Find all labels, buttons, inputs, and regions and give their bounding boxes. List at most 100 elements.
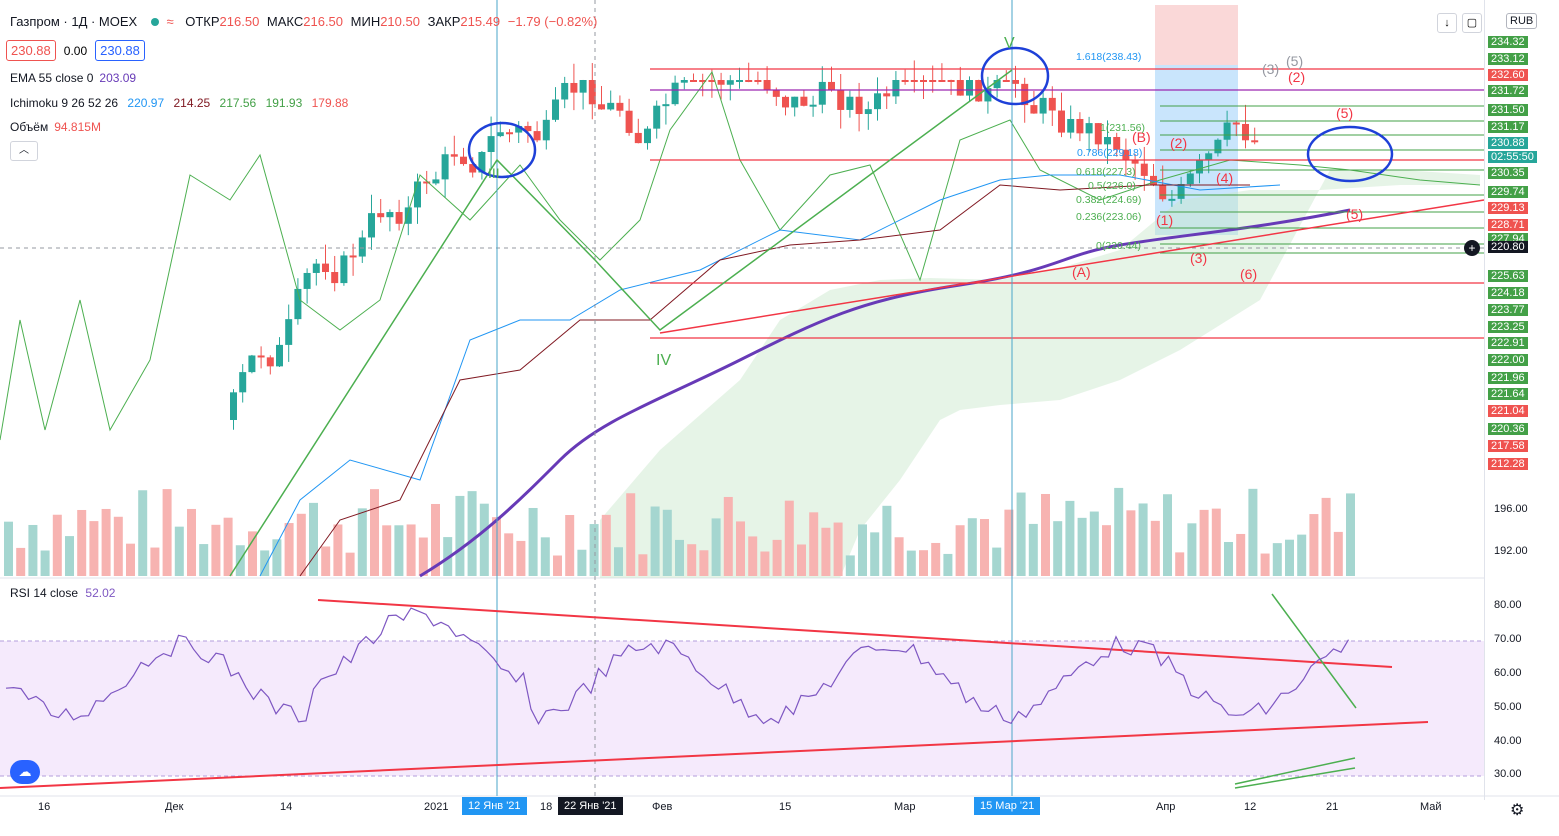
candle-body: [975, 80, 983, 102]
price-tick: 220.36: [1488, 423, 1528, 435]
volume-bar: [16, 547, 26, 576]
sell-button[interactable]: 230.88: [6, 40, 56, 61]
rsi-tick: 60.00: [1494, 667, 1522, 679]
price-axis[interactable]: [1484, 0, 1559, 800]
wave-label-minor: (B): [1132, 129, 1151, 145]
rsi-legend[interactable]: RSI 14 close 52.02: [10, 586, 115, 600]
volume-bar: [565, 514, 575, 576]
ichimoku-name: Ichimoku 9 26 52 26: [10, 96, 119, 110]
candle-body: [312, 263, 320, 273]
market-status-dot: [150, 18, 159, 26]
ema-value: 203.09: [99, 71, 137, 85]
currency-label[interactable]: RUB: [1506, 13, 1538, 29]
candle-body: [1150, 175, 1157, 186]
candle-body: [1058, 110, 1065, 133]
candle-body: [1076, 118, 1084, 134]
candle-body: [653, 105, 661, 129]
tradingview-logo-icon[interactable]: ☁: [10, 760, 40, 784]
volume-bar: [394, 525, 404, 576]
price-tick: 231.72: [1488, 85, 1528, 97]
candle-body: [423, 181, 431, 184]
rsi-tick: 30.00: [1494, 768, 1522, 780]
volume-bar: [589, 524, 599, 576]
time-tick: 15: [779, 801, 792, 813]
candle-body: [358, 237, 366, 257]
price-tick: 222.91: [1488, 337, 1528, 349]
time-tick: Мар: [894, 801, 916, 813]
volume-bar: [931, 542, 941, 576]
volume-legend[interactable]: Объём 94.815M: [10, 120, 107, 134]
price-tick: 221.96: [1488, 372, 1528, 384]
fullscreen-icon[interactable]: ▢: [1462, 13, 1482, 33]
volume-bar: [101, 508, 111, 576]
candle-body: [368, 213, 375, 238]
volume-bar: [858, 524, 867, 576]
volume-bar: [162, 489, 172, 576]
candle-body: [248, 355, 256, 373]
price-tick: 212.28: [1488, 458, 1528, 470]
buy-button[interactable]: 230.88: [95, 40, 145, 61]
candle-body: [883, 93, 891, 97]
price-tick: 196.00: [1494, 503, 1528, 515]
volume-bar: [272, 539, 282, 576]
volume-bar: [748, 536, 758, 576]
candle-body: [828, 81, 835, 90]
candle-body: [837, 89, 845, 110]
candle-body: [984, 88, 992, 102]
price-tick: 225.63: [1488, 270, 1528, 282]
candle-body: [257, 355, 265, 358]
volume-bar: [28, 524, 38, 576]
volume-bar: [980, 519, 989, 576]
wave-label-minor: (2): [1170, 135, 1187, 151]
candle-body: [1214, 139, 1222, 154]
ichimoku-value-5: 179.88: [311, 96, 349, 110]
volume-bar: [736, 521, 745, 576]
candle-body: [1159, 185, 1167, 200]
volume-bar: [967, 518, 977, 576]
support-trendline: [659, 199, 1485, 334]
price-tick: 229.74: [1488, 186, 1528, 198]
volume-bar: [1175, 552, 1185, 576]
candle-body: [588, 80, 596, 105]
fib-label: 0.236(223.06): [1076, 211, 1141, 223]
candle-body: [230, 392, 237, 420]
close-value: 215.49: [460, 14, 501, 29]
change-value: −1.79 (−0.82%): [507, 14, 598, 29]
add-alert-plus-icon[interactable]: +: [1464, 240, 1480, 256]
symbol-title[interactable]: Газпром · 1Д · MOEX: [10, 14, 138, 29]
volume-bar: [772, 539, 782, 576]
candle-body: [800, 96, 808, 106]
rsi-tick: 80.00: [1494, 599, 1522, 611]
wave-label-v: V: [1004, 35, 1015, 52]
candle-body: [570, 82, 578, 93]
time-highlight: 12 Янв '21: [462, 797, 527, 815]
volume-bar: [1199, 509, 1209, 576]
settings-gear-icon[interactable]: ⚙: [1510, 802, 1525, 819]
ichimoku-cloud: [600, 170, 1480, 578]
wave-label-minor: (4): [1216, 170, 1233, 186]
candle-body: [441, 154, 449, 180]
trade-panel: 230.88 0.00 230.88: [6, 40, 145, 61]
candle-body: [303, 272, 311, 289]
candle-body: [487, 136, 495, 152]
volume-bar: [540, 537, 550, 576]
arrow-down-icon[interactable]: ↓: [1437, 13, 1457, 33]
candle-body: [1196, 159, 1203, 174]
candle-body: [533, 131, 541, 141]
volume-bar: [1065, 500, 1075, 576]
ichimoku-legend[interactable]: Ichimoku 9 26 52 26 220.97 214.25 217.56…: [10, 96, 354, 110]
volume-bar: [687, 544, 697, 576]
ema-legend[interactable]: EMA 55 close 0 203.09: [10, 71, 142, 85]
collapse-chevron-icon[interactable]: ︿: [10, 141, 38, 161]
volume-bar: [894, 537, 904, 576]
volume-bar: [699, 550, 709, 576]
volume-bar: [321, 546, 331, 576]
candle-body: [1140, 163, 1148, 176]
price-tick: 221.04: [1488, 405, 1528, 417]
candle-body: [1251, 140, 1259, 143]
tenkan-line: [259, 174, 1281, 577]
kijun-line: [299, 184, 1250, 577]
candle-body: [561, 82, 569, 100]
volume-bar: [833, 522, 843, 576]
